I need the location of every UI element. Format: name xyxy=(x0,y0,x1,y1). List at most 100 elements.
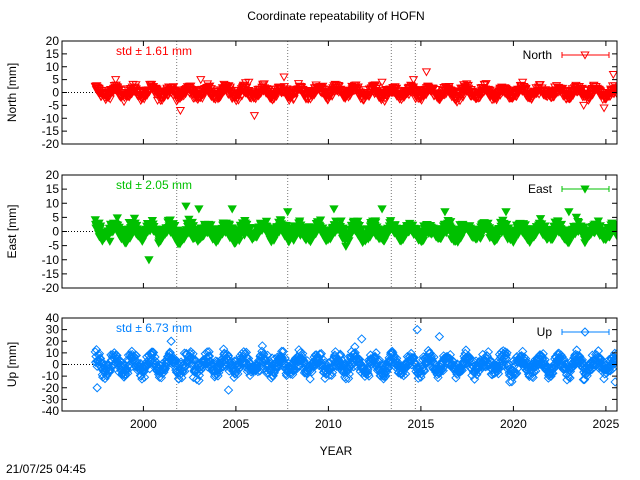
data-point xyxy=(194,370,205,381)
data-point xyxy=(500,347,510,357)
data-point xyxy=(558,354,569,364)
chart-title: Coordinate repeatability of HOFN xyxy=(247,9,424,23)
data-point xyxy=(458,93,468,102)
y-tick-label: 0 xyxy=(52,86,59,100)
data-point xyxy=(344,362,355,372)
y-tick-label: 40 xyxy=(46,311,60,325)
y-axis-label: East [mm] xyxy=(5,204,19,258)
data-point xyxy=(243,353,254,364)
y-tick-label: 0 xyxy=(52,358,59,372)
data-point xyxy=(108,360,119,370)
data-point xyxy=(204,347,214,357)
data-point xyxy=(527,368,538,379)
data-point xyxy=(341,242,351,251)
y-tick-label: -15 xyxy=(42,124,60,138)
data-point xyxy=(325,370,335,380)
data-point xyxy=(377,78,387,87)
data-point xyxy=(520,353,531,364)
data-point xyxy=(356,226,366,235)
data-point xyxy=(483,347,494,357)
y-tick-label: 15 xyxy=(46,47,60,61)
data-point xyxy=(204,351,215,361)
data-point xyxy=(605,366,615,376)
y-tick-label: -20 xyxy=(42,381,60,395)
data-point xyxy=(92,383,102,393)
data-point xyxy=(264,85,275,94)
std-annotation: std ± 6.73 mm xyxy=(116,321,192,335)
data-point xyxy=(315,216,326,225)
y-tick-label: -10 xyxy=(42,369,60,383)
data-point xyxy=(175,107,186,116)
data-point xyxy=(305,374,315,384)
data-point xyxy=(371,348,381,358)
data-point xyxy=(548,368,558,378)
data-point xyxy=(556,220,567,229)
data-point xyxy=(175,369,186,379)
data-point xyxy=(580,51,590,60)
data-point xyxy=(297,348,308,359)
data-point xyxy=(415,366,426,377)
data-point xyxy=(194,205,204,214)
data-point xyxy=(608,70,617,80)
data-point xyxy=(610,377,617,387)
data-point xyxy=(596,354,606,364)
x-tick-label: 2000 xyxy=(130,417,157,431)
legend-label: East xyxy=(528,182,553,196)
data-point xyxy=(364,371,374,381)
data-point xyxy=(402,90,412,99)
y-tick-label: 10 xyxy=(46,196,60,210)
data-point xyxy=(446,218,456,227)
y-tick-label: 20 xyxy=(46,34,60,48)
data-point xyxy=(134,87,144,96)
data-point xyxy=(353,83,363,92)
data-point xyxy=(180,366,190,377)
data-point xyxy=(327,367,338,378)
data-point xyxy=(579,223,589,232)
data-point xyxy=(223,385,234,395)
data-point xyxy=(280,353,290,363)
data-point xyxy=(612,90,617,99)
data-point xyxy=(612,356,617,367)
std-annotation: std ± 2.05 mm xyxy=(116,178,192,192)
data-point xyxy=(501,208,511,217)
data-point xyxy=(271,92,282,101)
data-point xyxy=(171,355,181,366)
data-point xyxy=(326,234,336,243)
data-point xyxy=(408,76,419,85)
data-point xyxy=(385,217,396,226)
data-point xyxy=(416,369,427,379)
data-point xyxy=(279,83,290,92)
y-tick-label: -10 xyxy=(42,111,60,125)
data-point xyxy=(154,372,165,382)
data-point xyxy=(148,347,159,358)
data-point xyxy=(372,83,382,92)
data-point xyxy=(612,232,617,241)
data-point xyxy=(363,369,373,379)
data-point xyxy=(234,364,244,375)
y-axis-label: Up [mm] xyxy=(5,342,19,387)
data-point xyxy=(493,369,504,379)
data-point xyxy=(406,348,416,359)
data-point xyxy=(244,78,254,87)
data-point xyxy=(438,365,448,376)
data-point xyxy=(231,97,241,106)
data-point xyxy=(237,349,247,359)
data-point xyxy=(289,365,299,375)
x-tick-label: 2020 xyxy=(500,417,527,431)
data-point xyxy=(105,237,115,246)
data-point xyxy=(139,372,150,382)
data-point xyxy=(421,68,432,77)
data-point xyxy=(144,256,154,265)
data-point xyxy=(371,218,381,227)
x-tick-label: 2010 xyxy=(315,417,342,431)
data-point xyxy=(291,362,302,372)
data-point xyxy=(377,205,387,214)
y-tick-label: -40 xyxy=(42,404,60,418)
y-tick-label: 30 xyxy=(46,323,60,337)
east-series xyxy=(90,202,617,265)
data-point xyxy=(121,239,131,248)
data-point xyxy=(279,73,289,82)
data-point xyxy=(131,81,141,90)
